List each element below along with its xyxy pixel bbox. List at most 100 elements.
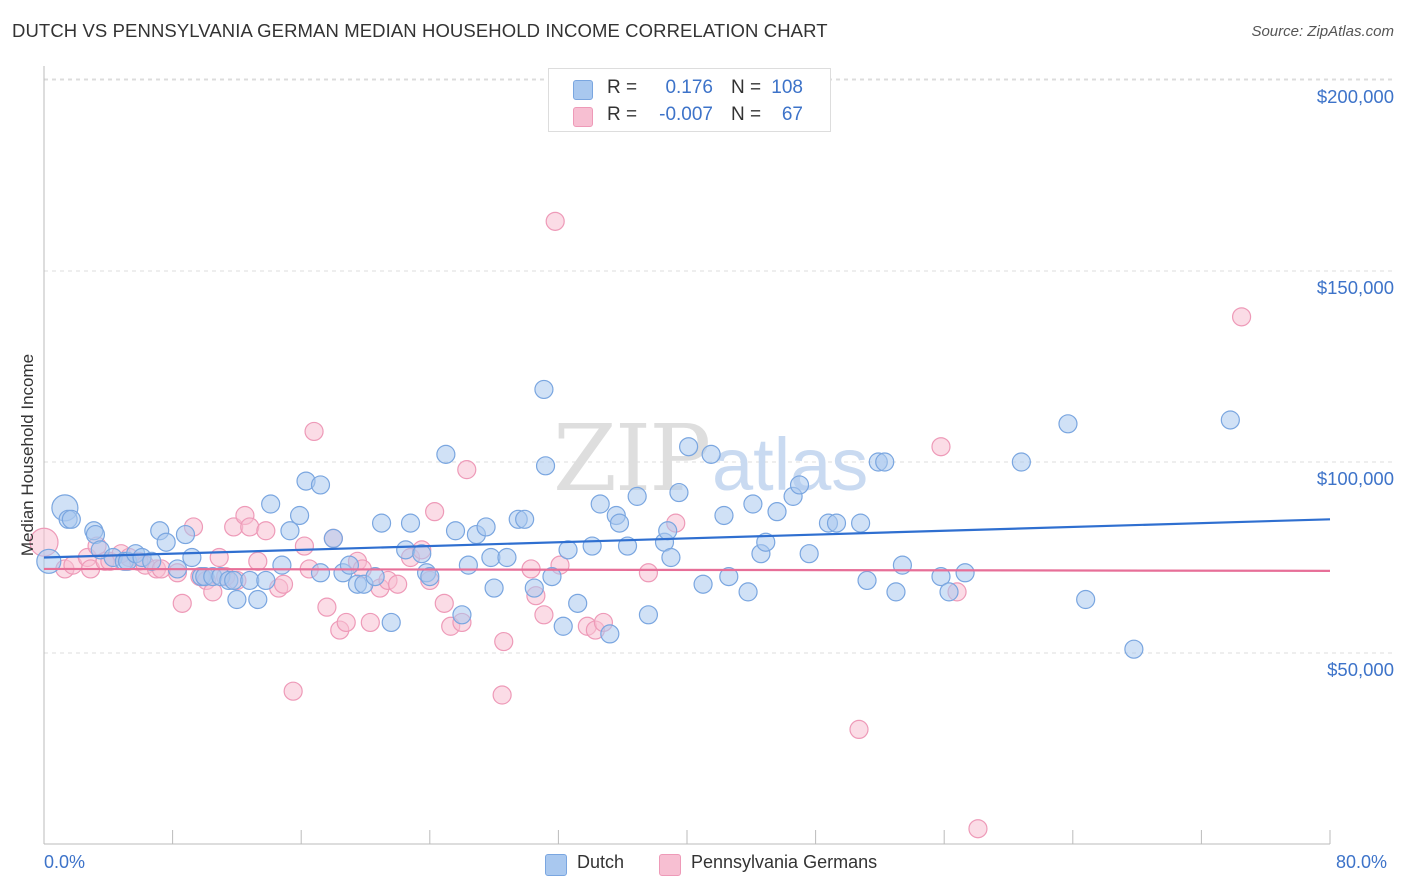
n-value: 67 <box>781 104 803 125</box>
dutch-point <box>436 444 456 464</box>
dutch-point <box>371 513 392 533</box>
pennsylvania-germans-point <box>534 605 554 625</box>
dutch-point <box>719 566 739 587</box>
dutch-point <box>931 566 951 587</box>
pennsylvania-germans-point <box>494 631 514 652</box>
dutch-point <box>412 544 432 564</box>
dutch-point <box>323 528 343 549</box>
dutch-point <box>365 566 385 587</box>
pennsylvania-germans-point <box>273 574 294 594</box>
dutch-point <box>582 536 602 556</box>
dutch-point <box>256 570 276 591</box>
dutch-point <box>756 532 776 552</box>
dutch-swatch <box>573 80 593 100</box>
dutch-point <box>542 566 562 587</box>
dutch-point <box>617 536 638 556</box>
dutch-point <box>669 482 689 503</box>
dutch-point <box>600 624 620 644</box>
dutch-point <box>182 547 202 568</box>
dutch-point <box>289 505 310 526</box>
dutch-point <box>458 555 478 575</box>
pennsylvania-germans-swatch <box>573 107 593 127</box>
dutch-point <box>524 578 544 598</box>
pennsylvania-germans-point <box>638 563 659 583</box>
r-label: R = <box>607 104 638 125</box>
pennsylvania-germans-point <box>492 685 512 705</box>
pennsylvania-germans-legend-swatch <box>659 854 681 876</box>
dutch-point <box>679 437 699 457</box>
pennsylvania-germans-point <box>240 517 260 537</box>
dutch-point <box>381 612 401 633</box>
pennsylvania-germans-legend-label: Pennsylvania Germans <box>691 852 878 872</box>
dutch-point <box>1058 414 1078 434</box>
dutch-point <box>714 505 734 526</box>
dutch-point <box>568 593 588 613</box>
n-value: 108 <box>771 77 803 98</box>
dutch-point <box>553 616 573 636</box>
source-label: Source: ZipAtlas.com <box>1251 23 1394 40</box>
dutch-point <box>224 570 244 591</box>
y-tick-label-50000: $50,000 <box>1327 659 1394 680</box>
pennsylvania-germans-point <box>304 421 324 442</box>
pennsylvania-germans-point <box>968 819 988 839</box>
dutch-point <box>661 547 681 568</box>
pennsylvania-germans-point <box>294 536 315 556</box>
dutch-point <box>142 551 162 571</box>
dutch-point <box>857 570 877 591</box>
pennsylvania-germans-point <box>256 521 276 541</box>
dutch-point <box>638 605 659 625</box>
dutch-point <box>767 502 787 522</box>
dutch-point <box>738 582 758 602</box>
dutch-point <box>452 605 472 625</box>
dutch-point <box>851 513 871 533</box>
dutch-point <box>396 540 416 560</box>
dutch-point <box>36 548 62 574</box>
dutch-point <box>886 582 906 602</box>
dutch-point <box>892 555 913 575</box>
dutch-point <box>535 456 556 476</box>
dutch-point <box>280 521 300 541</box>
dutch-point <box>627 486 647 506</box>
legend-row-dutch: R = 0.176 N = 108 <box>549 74 830 102</box>
dutch-point <box>240 570 260 591</box>
pennsylvania-germans-point <box>434 593 454 613</box>
pennsylvania-germans-point <box>360 612 380 633</box>
pennsylvania-germans-trend-line <box>43 567 1331 572</box>
pennsylvania-germans-point <box>931 437 951 457</box>
dutch-point <box>701 444 721 464</box>
dutch-point <box>1011 452 1031 472</box>
dutch-point <box>156 532 176 552</box>
dutch-point <box>400 513 421 533</box>
pennsylvania-germans-point <box>317 597 337 617</box>
dutch-point <box>445 521 466 541</box>
dutch-point <box>789 475 810 495</box>
dutch-point <box>609 513 630 533</box>
dutch-point <box>1076 589 1096 610</box>
pennsylvania-germans-point <box>388 574 408 594</box>
dutch-point <box>339 555 360 575</box>
pennsylvania-germans-point <box>172 593 192 613</box>
dutch-legend-swatch <box>545 854 567 876</box>
dutch-point <box>558 540 578 560</box>
dutch-point <box>590 494 610 514</box>
dutch-point <box>272 555 292 575</box>
dutch-point <box>175 524 196 545</box>
dutch-point <box>875 452 895 472</box>
r-label: R = <box>607 77 638 98</box>
dutch-point <box>261 494 281 514</box>
pennsylvania-germans-point <box>248 551 268 571</box>
dutch-point <box>248 589 268 610</box>
dutch-point <box>481 547 501 568</box>
dutch-point <box>743 494 763 514</box>
x-tick-label-max: 80.0% <box>1336 852 1388 872</box>
pennsylvania-germans-point <box>545 211 565 231</box>
dutch-point <box>515 509 535 529</box>
pennsylvania-germans-point <box>1231 307 1252 327</box>
dutch-point <box>1220 410 1240 430</box>
dutch-point <box>227 589 247 610</box>
n-label: N = <box>731 77 762 98</box>
y-axis-label: Median Household Income <box>18 353 37 557</box>
y-tick-label-200000: $200,000 <box>1316 86 1394 107</box>
dutch-point <box>484 578 504 598</box>
